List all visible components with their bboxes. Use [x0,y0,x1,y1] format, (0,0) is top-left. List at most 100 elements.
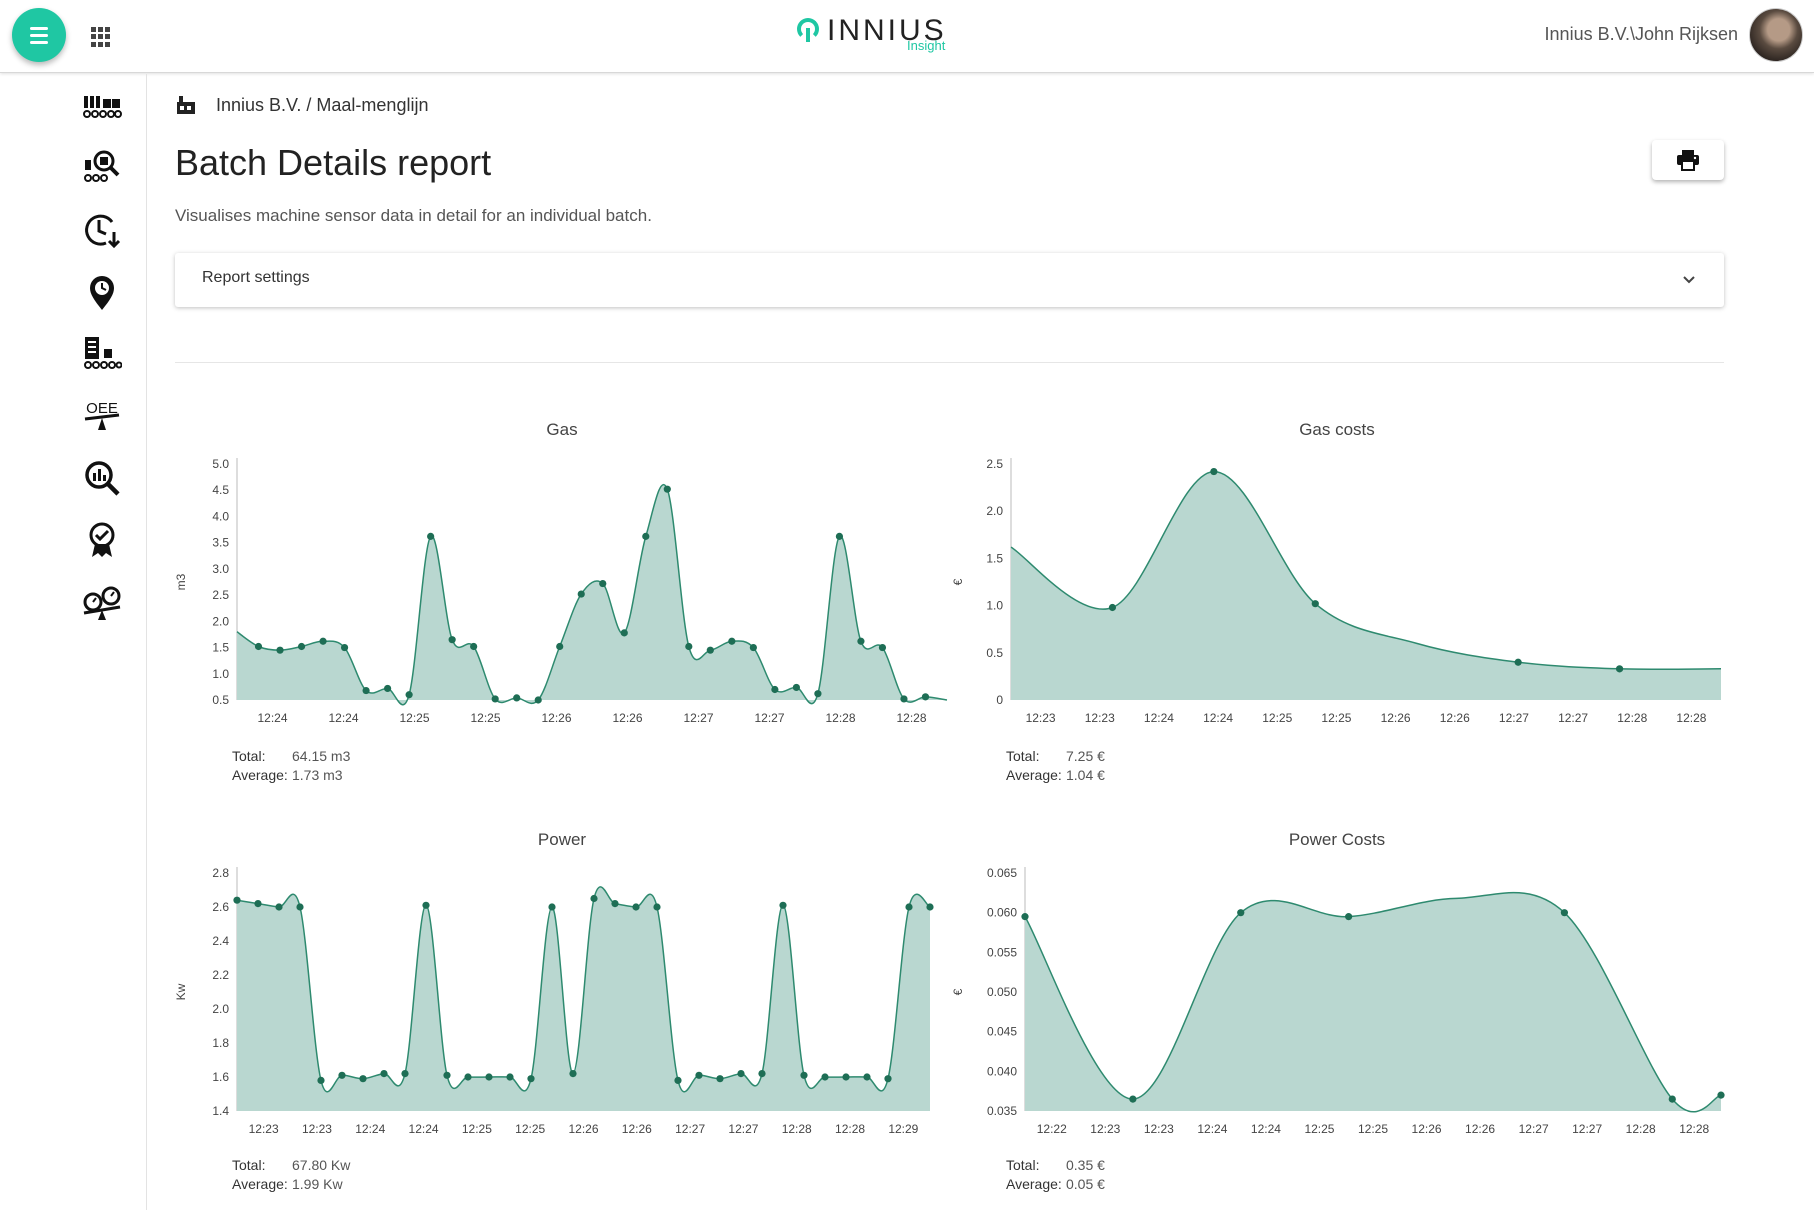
data-point [491,695,499,703]
print-button[interactable] [1652,140,1724,180]
x-tick-label: 12:28 [1617,711,1647,725]
location-clock-icon[interactable] [82,272,122,312]
data-point [276,646,284,654]
history-clock-icon[interactable] [82,210,122,250]
y-tick-label: 0.065 [987,866,1017,880]
y-tick-label: 2.0 [212,1002,229,1016]
data-point [548,903,556,911]
report-settings-label: Report settings [202,269,310,286]
total-label: Total: [1006,748,1040,764]
x-tick-label: 12:23 [1085,711,1115,725]
x-tick-label: 12:28 [782,1122,812,1136]
series-area [1025,892,1721,1112]
y-tick-label: 2.8 [212,866,229,880]
x-tick-label: 12:23 [1026,711,1056,725]
logo-text: INNIUS [827,14,947,47]
report-settings-panel[interactable]: Report settings [175,253,1724,307]
menu-button[interactable] [12,8,66,62]
x-tick-label: 12:24 [409,1122,439,1136]
data-point [1237,909,1245,917]
user-name[interactable]: Innius B.V.\John Rijksen [1544,24,1738,44]
x-tick-label: 12:25 [1358,1122,1388,1136]
data-point [685,642,693,651]
data-point [485,1073,493,1081]
x-tick-label: 12:24 [257,711,287,725]
svg-text:OEE: OEE [86,400,118,417]
data-point [884,1075,892,1083]
data-point [1615,665,1624,673]
average-label: Average: [232,1176,288,1192]
machine-search-icon[interactable] [82,148,122,188]
data-point [800,1071,808,1079]
y-tick-label: 2.5 [212,588,229,602]
data-point [1668,1095,1676,1103]
total-value: 67.80 Kw [292,1157,351,1173]
data-point [771,685,779,694]
data-point [878,643,887,652]
chart-summary-gas-costs: Total: 7.25 € Average: 1.04 € [1006,747,1105,785]
x-tick-label: 12:25 [515,1122,545,1136]
data-point [405,691,413,699]
page-title: Batch Details report [175,142,492,183]
data-point [1108,603,1117,612]
x-tick-label: 12:29 [888,1122,918,1136]
x-tick-label: 12:25 [470,711,500,725]
data-point [401,1070,409,1078]
breadcrumb: Innius B.V. / Maal-menglijn [175,94,428,118]
x-tick-label: 12:25 [1304,1122,1334,1136]
x-tick-label: 12:26 [1381,711,1411,725]
data-point [663,485,671,493]
x-tick-label: 12:24 [1203,711,1233,725]
data-point [275,903,283,911]
data-point [821,1073,829,1081]
data-point [1717,1091,1725,1099]
machine-report-icon[interactable] [82,334,123,374]
y-tick-label: 3.0 [212,562,229,576]
x-tick-label: 12:26 [541,711,571,725]
x-tick-label: 12:27 [728,1122,758,1136]
data-point [1345,913,1353,921]
series-line [1010,470,1722,671]
y-tick-label: 5.0 [212,457,229,471]
charts-area: Gas m3 0.5 1.0 1.5 2.0 2.5 3.0 3.5 4.0 4.5 5.0 12:24… [174,420,1725,1136]
logo-mark-icon [797,18,819,42]
x-tick-label: 12:24 [328,711,358,725]
x-tick-label: 12:28 [825,711,855,725]
apps-grid-icon[interactable] [91,27,111,47]
compare-gauges-icon[interactable] [82,582,122,622]
machines-line-icon[interactable] [82,86,122,126]
data-point [254,900,262,908]
y-axis-label: € [951,988,965,995]
quality-badge-icon[interactable] [82,520,122,560]
top-bar: INNIUS Insight Innius B.V.\John Rijksen [0,0,1814,73]
x-tick-label: 12:26 [1465,1122,1495,1136]
data-point [319,637,327,645]
breadcrumb-text[interactable]: Innius B.V. / Maal-menglijn [216,94,429,115]
divider [175,362,1724,363]
x-tick-label: 12:25 [1321,711,1351,725]
y-tick-label: 3.5 [212,536,229,550]
y-tick-label: 0.5 [986,646,1003,660]
data-point [359,1075,367,1083]
data-point [296,903,304,911]
analytics-search-icon[interactable] [82,458,122,498]
average-value: 0.05 € [1066,1176,1105,1192]
total-value: 64.15 m3 [292,748,351,764]
data-point [362,686,370,695]
data-point [632,903,640,911]
y-tick-label: 0.055 [987,945,1017,959]
data-point [792,683,800,692]
y-tick-label: 2.0 [986,504,1003,518]
data-point [1210,467,1218,476]
y-axis-label: Kw [174,983,188,1000]
menu-icon [30,27,48,30]
avatar[interactable] [1749,8,1803,62]
x-tick-label: 12:23 [1144,1122,1174,1136]
data-point [384,684,392,693]
data-point [340,643,349,652]
y-tick-label: 1.5 [212,641,229,655]
total-label: Total: [232,1157,266,1173]
oee-icon[interactable]: OEE [82,396,122,436]
y-tick-label: 4.5 [212,483,229,497]
data-point [380,1070,388,1078]
